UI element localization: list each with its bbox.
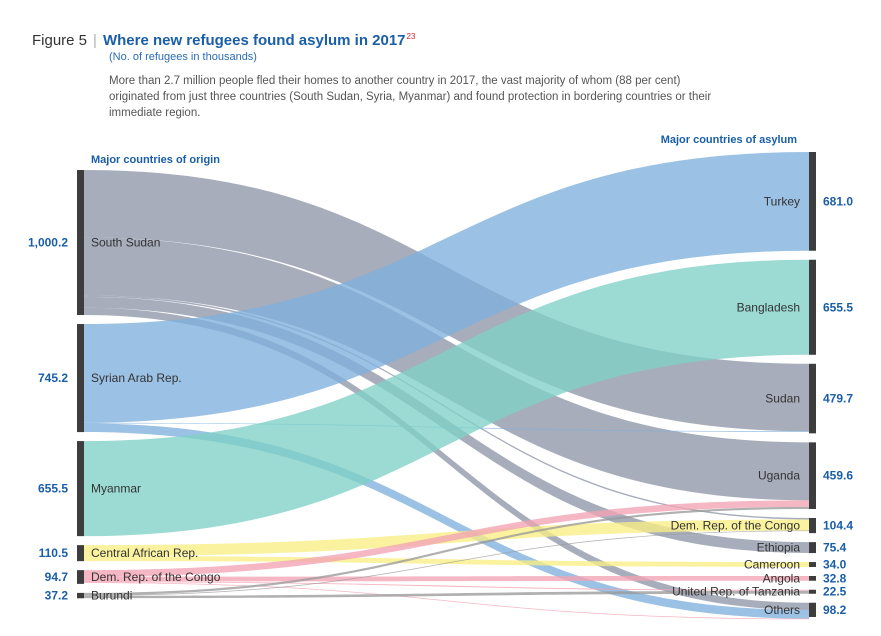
destination-label-united-rep-of-tanzania: United Rep. of Tanzania [672, 585, 800, 599]
destination-value-angola: 32.8 [823, 571, 847, 585]
origin-label-dem-rep-of-the-congo: Dem. Rep. of the Congo [91, 570, 221, 584]
destinations-header: Major countries of asylum [661, 134, 798, 146]
destination-value-ethiopia: 75.4 [823, 541, 847, 555]
destination-bar-others [809, 602, 816, 617]
flow-dr-to-ot [84, 582, 809, 620]
origin-bar-south-sudan [77, 170, 84, 316]
figure-title: Where new refugees found asylum in 2017 [102, 32, 406, 49]
figure-label: Figure 5 [32, 32, 88, 49]
destination-value-uganda: 459.6 [823, 469, 853, 483]
footnote-reference: 23 [406, 32, 416, 41]
flow-sy-to-tr [84, 152, 809, 423]
flow-sy-to-ot [84, 423, 809, 619]
chart-labels: 1,000.2 South Sudan 745.2 Syrian Arab Rep. 6… [28, 194, 853, 616]
flow-dr-to-tz [84, 581, 809, 591]
destination-label-angola: Angola [763, 571, 801, 585]
figure-separator: | [93, 32, 97, 49]
origin-bar-central-african-rep [77, 545, 84, 562]
destination-value-cameroon: 34.0 [823, 558, 847, 572]
flow-bu-to-tz [84, 590, 809, 599]
destination-bar-bangladesh [809, 259, 816, 355]
destination-label-uganda: Uganda [758, 469, 800, 483]
destination-label-others: Others [764, 603, 800, 617]
origin-value-south-sudan: 1,000.2 [28, 236, 68, 250]
destination-label-bangladesh: Bangladesh [737, 300, 800, 314]
figure-title-line: Figure 5 | Where new refugees found asylum… [32, 28, 862, 50]
destination-bar-cameroon [809, 562, 816, 567]
destination-bar-sudan [809, 363, 816, 434]
origin-value-dem-rep-of-the-congo: 94.7 [45, 570, 69, 584]
destination-bar-dem-rep-of-the-congo [809, 517, 816, 534]
figure-subtitle: (No. of refugees in thousands) [109, 51, 257, 63]
destination-label-dem-rep-of-the-congo: Dem. Rep. of the Congo [671, 519, 801, 533]
flow-dr-to-ug [84, 500, 809, 577]
destination-label-sudan: Sudan [765, 392, 800, 406]
destination-bar-angola [809, 575, 816, 581]
destination-bar-turkey [809, 152, 816, 251]
origin-bar-myanmar [77, 441, 84, 537]
origins-header: Major countries of origin [91, 154, 220, 166]
destination-label-ethiopia: Ethiopia [757, 541, 801, 555]
figure-description: More than 2.7 million people fled their … [109, 75, 712, 119]
flow-dr-to-ao [84, 575, 809, 582]
origin-label-burundi: Burundi [91, 589, 132, 603]
flow-bu-to-cd [84, 530, 809, 596]
chart-nodes [77, 152, 816, 617]
destination-value-bangladesh: 655.5 [823, 300, 853, 314]
origin-value-central-african-rep: 110.5 [39, 546, 69, 560]
destination-label-turkey: Turkey [764, 194, 800, 208]
destination-value-others: 98.2 [823, 603, 847, 617]
flow-links [84, 152, 809, 620]
flow-ss-to-ot [84, 307, 809, 610]
origin-bar-burundi [77, 592, 84, 599]
origin-value-burundi: 37.2 [45, 589, 69, 603]
origin-label-south-sudan: South Sudan [91, 236, 160, 250]
flow-ca-to-cm [84, 556, 809, 567]
origin-value-syrian-arab-rep: 745.2 [38, 371, 68, 385]
origin-label-myanmar: Myanmar [91, 482, 141, 496]
origin-label-central-african-rep: Central African Rep. [91, 546, 198, 560]
origin-bar-syrian-arab-rep [77, 324, 84, 433]
destination-value-sudan: 479.7 [823, 392, 853, 406]
flow-bu-to-ug [84, 506, 809, 596]
destination-bar-uganda [809, 442, 816, 509]
origin-label-syrian-arab-rep: Syrian Arab Rep. [91, 371, 182, 385]
destination-value-turkey: 681.0 [823, 194, 853, 208]
destination-bar-ethiopia [809, 542, 816, 554]
flow-my-to-bd [84, 259, 809, 537]
destination-value-dem-rep-of-the-congo: 104.4 [823, 519, 853, 533]
origin-value-myanmar: 655.5 [38, 482, 68, 496]
destination-value-united-rep-of-tanzania: 22.5 [823, 585, 847, 599]
figure-header: Figure 5 | Where new refugees found asylum… [32, 28, 862, 50]
destination-bar-united-rep-of-tanzania [809, 589, 816, 594]
destination-label-cameroon: Cameroon [744, 558, 800, 572]
origin-bar-dem-rep-of-the-congo [77, 570, 84, 584]
